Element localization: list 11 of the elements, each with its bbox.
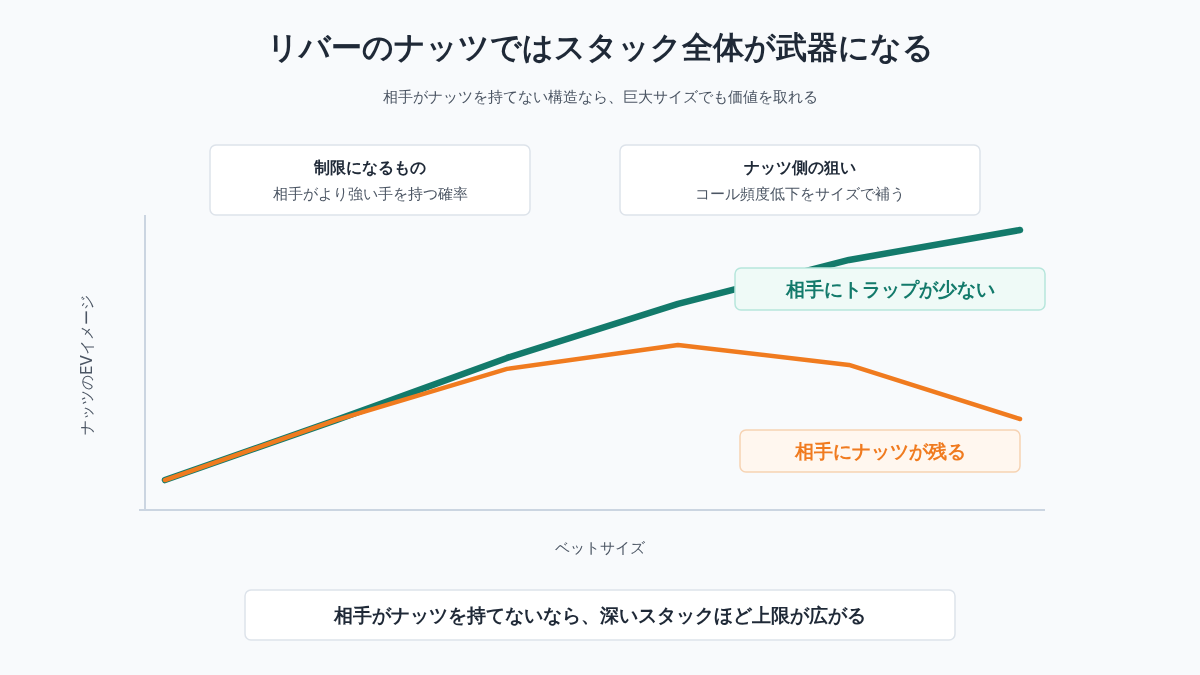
text: 相手がナッツを持てないなら、深いスタックほど上限が広がる xyxy=(333,604,866,626)
chart-title: リバーのナッツではスタック全体が武器になる xyxy=(266,29,934,65)
x-axis-title: ベットサイズ xyxy=(555,539,646,557)
text: コール頻度低下をサイズで補う xyxy=(695,185,905,203)
series-label: 相手にナッツが残る xyxy=(793,440,966,462)
text: 相手がより強い手を持つ確率 xyxy=(272,185,468,203)
series-label: 相手にトラップが少ない xyxy=(784,278,995,300)
y-axis-title: ナッツのEVイメージ xyxy=(78,295,96,435)
text: 制限になるもの xyxy=(313,158,426,177)
text: ナッツ側の狙い xyxy=(744,158,856,177)
chart-subtitle: 相手がナッツを持てない構造なら、巨大サイズでも価値を取れる xyxy=(382,88,818,106)
